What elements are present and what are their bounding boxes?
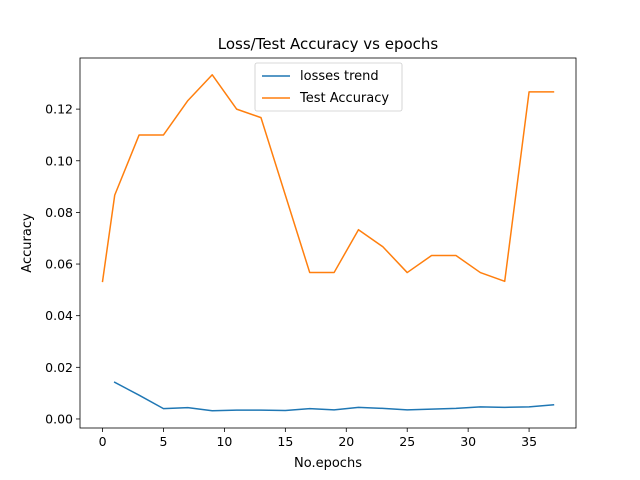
- data-point-losses-trend: [358, 407, 359, 408]
- legend-box: [254, 62, 403, 112]
- data-point-test-accuracy: [407, 272, 408, 273]
- data-point-test-accuracy: [480, 272, 481, 273]
- data-point-test-accuracy: [553, 91, 554, 92]
- x-tick-label: 15: [277, 434, 293, 449]
- data-point-test-accuracy: [139, 134, 140, 135]
- data-point-losses-trend: [187, 407, 188, 408]
- x-tick-label: 25: [399, 434, 415, 449]
- data-point-test-accuracy: [309, 272, 310, 273]
- x-axis-title: No.epochs: [294, 456, 362, 471]
- data-point-test-accuracy: [529, 91, 530, 92]
- data-point-losses-trend: [553, 404, 554, 405]
- y-tick-label: 0.06: [45, 257, 73, 272]
- series-line-losses-trend: [113, 381, 555, 412]
- plot-background: [80, 58, 576, 428]
- data-point-losses-trend: [212, 410, 213, 411]
- x-tick-label: 30: [460, 434, 476, 449]
- x-tick-label: 0: [99, 434, 107, 449]
- y-axis-title: Accuracy: [20, 213, 35, 273]
- x-tick-label: 20: [338, 434, 354, 449]
- data-point-test-accuracy: [187, 100, 188, 101]
- data-point-test-accuracy: [102, 281, 103, 282]
- data-point-losses-trend: [407, 409, 408, 410]
- chart-title: Loss/Test Accuracy vs epochs: [218, 35, 439, 53]
- data-point-test-accuracy: [163, 134, 164, 135]
- legend-label-losses-trend: losses trend: [300, 69, 379, 84]
- data-point-test-accuracy: [260, 117, 261, 118]
- data-point-losses-trend: [285, 410, 286, 411]
- data-point-test-accuracy: [114, 195, 115, 196]
- data-point-test-accuracy: [382, 246, 383, 247]
- data-point-losses-trend: [480, 406, 481, 407]
- data-point-test-accuracy: [358, 229, 359, 230]
- data-point-losses-trend: [455, 408, 456, 409]
- data-point-losses-trend: [382, 408, 383, 409]
- data-point-losses-trend: [334, 409, 335, 410]
- data-point-losses-trend: [309, 408, 310, 409]
- y-tick-label: 0.12: [45, 102, 73, 117]
- y-tick-label: 0.08: [45, 205, 73, 220]
- legend-label-test-accuracy: Test Accuracy: [299, 91, 389, 106]
- data-point-losses-trend: [431, 409, 432, 410]
- data-point-test-accuracy: [431, 255, 432, 256]
- y-axis-ticks: 0.00 0.02 0.04 0.06 0.08 0.10 0.12: [45, 102, 80, 426]
- x-tick-label: 5: [160, 434, 168, 449]
- data-point-test-accuracy: [504, 281, 505, 282]
- y-tick-label: 0.02: [45, 360, 73, 375]
- data-point-test-accuracy: [212, 74, 213, 75]
- y-tick-label: 0.00: [45, 411, 73, 426]
- data-point-test-accuracy: [455, 255, 456, 256]
- data-point-losses-trend: [163, 408, 164, 409]
- data-point-test-accuracy: [285, 195, 286, 196]
- y-tick-label: 0.10: [45, 153, 73, 168]
- x-axis-ticks: 0 5 10 15 20 25 30 35: [99, 428, 537, 449]
- data-point-losses-trend: [529, 406, 530, 407]
- data-point-test-accuracy: [236, 109, 237, 110]
- data-point-losses-trend: [260, 410, 261, 411]
- data-point-losses-trend: [139, 395, 140, 396]
- series-layer: [101, 74, 555, 412]
- plot-frame: [79, 57, 577, 429]
- series-line-test-accuracy: [101, 74, 555, 283]
- x-tick-label: 35: [521, 434, 537, 449]
- y-tick-label: 0.04: [45, 308, 73, 323]
- x-tick-label: 10: [216, 434, 232, 449]
- legend: losses trend Test Accuracy: [254, 62, 403, 112]
- data-point-losses-trend: [504, 407, 505, 408]
- data-point-losses-trend: [114, 382, 115, 383]
- data-point-test-accuracy: [334, 272, 335, 273]
- data-point-losses-trend: [236, 410, 237, 411]
